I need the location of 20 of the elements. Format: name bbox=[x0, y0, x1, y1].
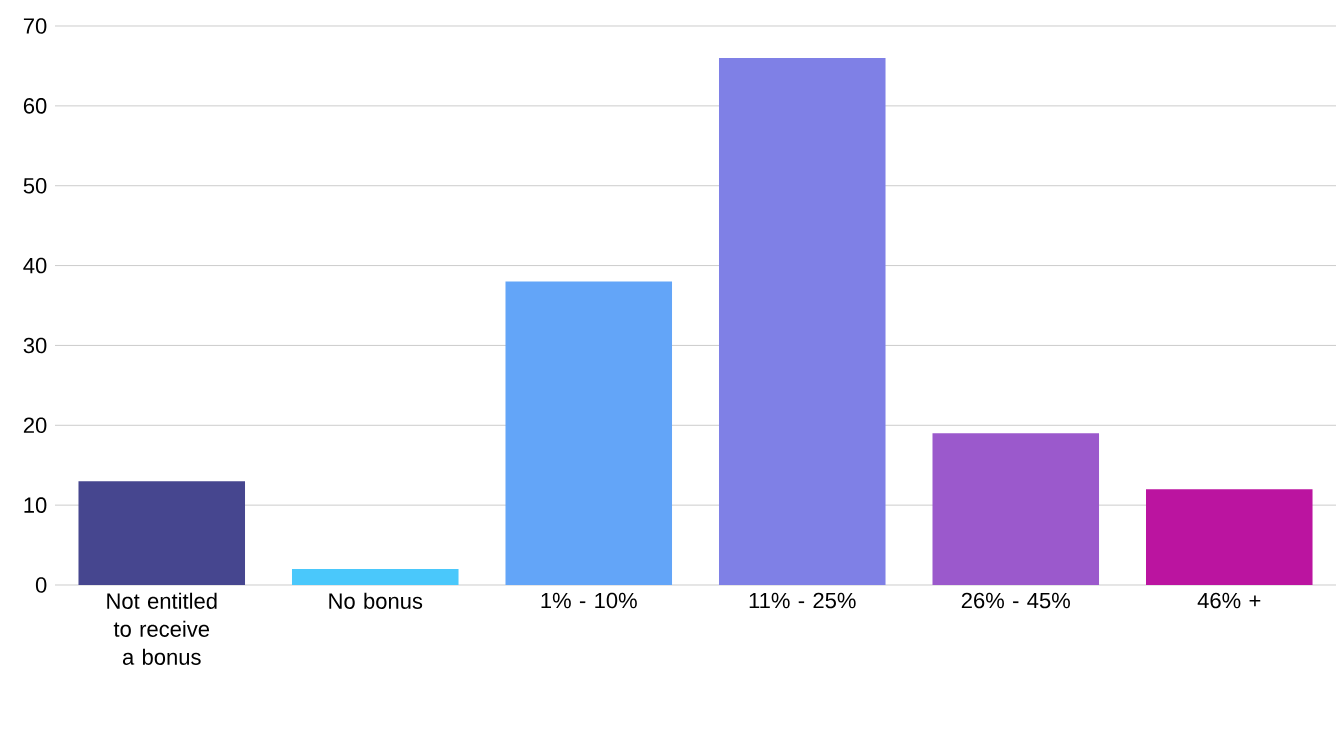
bar bbox=[718, 57, 886, 585]
bar bbox=[932, 433, 1100, 585]
y-tick-label: 60 bbox=[23, 98, 47, 114]
bar bbox=[291, 569, 459, 585]
y-tick-label: 50 bbox=[23, 177, 47, 194]
y-tick-label: 40 bbox=[23, 257, 47, 274]
y-tick-label: 0 bbox=[35, 577, 47, 593]
x-tick-label: 1% - 10% bbox=[541, 592, 637, 609]
x-tick-label: 46% + bbox=[1197, 592, 1261, 609]
y-tick-label: 30 bbox=[23, 337, 47, 354]
x-tick-label: Not entitled to receive a bonus bbox=[107, 592, 217, 665]
x-tick-label: 26% - 45% bbox=[961, 592, 1070, 609]
y-tick-label: 10 bbox=[24, 497, 47, 513]
bar bbox=[1146, 489, 1313, 585]
x-tick-label: No bonus bbox=[329, 592, 423, 609]
bar bbox=[505, 281, 673, 585]
x-tick-label: 11% - 25% bbox=[749, 592, 856, 609]
y-tick-label: 20 bbox=[23, 417, 47, 434]
bar bbox=[78, 481, 246, 585]
y-tick-label: 70 bbox=[23, 18, 47, 34]
